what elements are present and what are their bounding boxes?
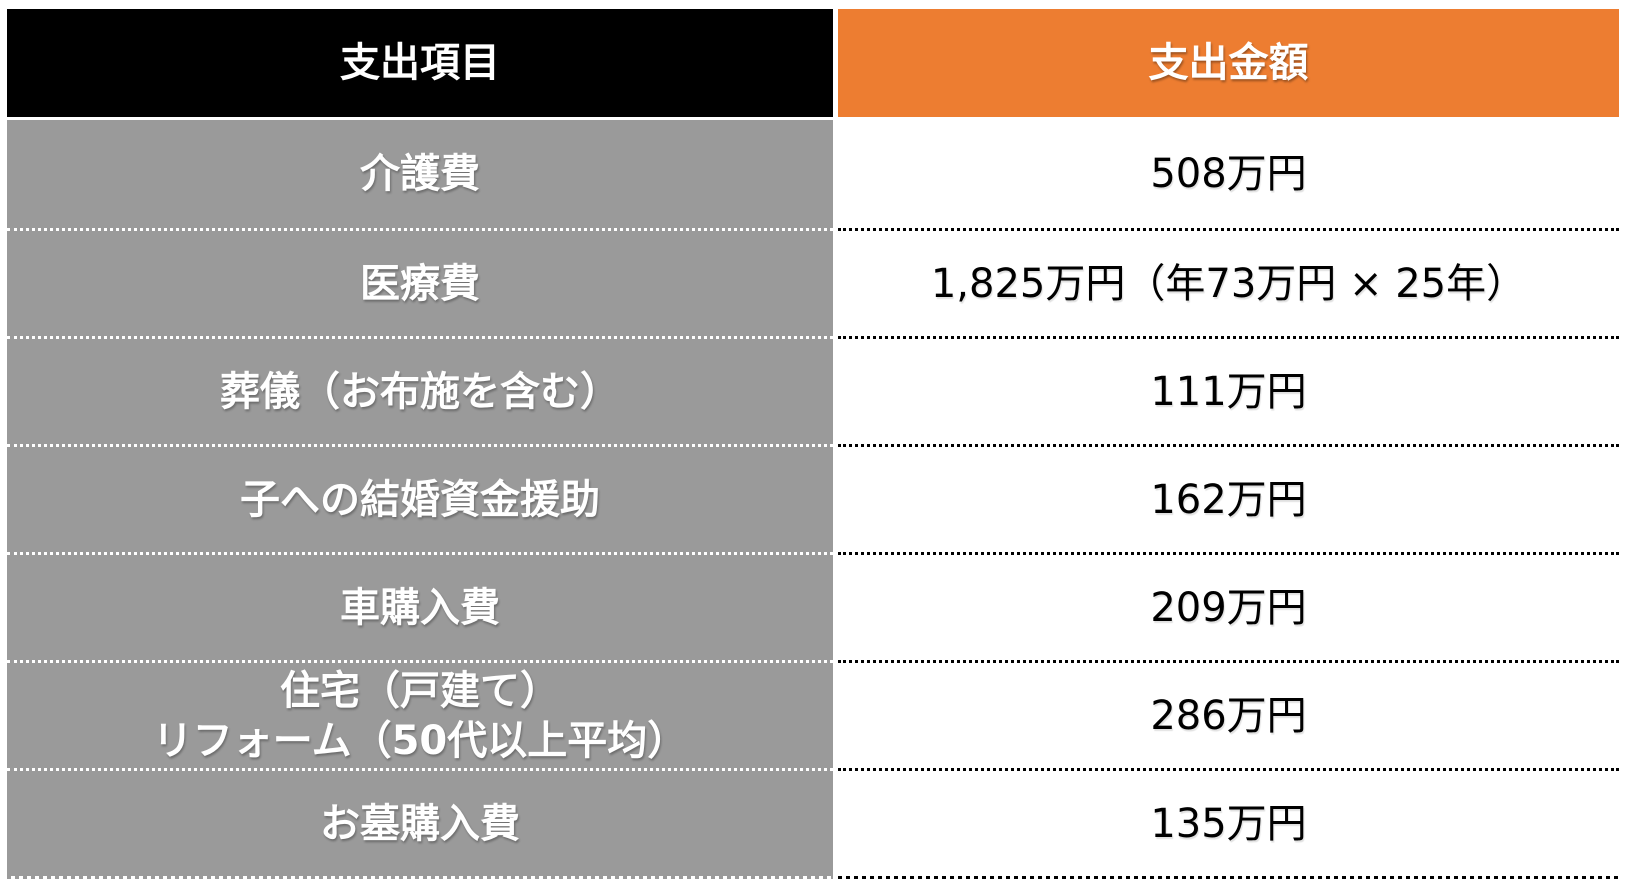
expense-item-cell: 介護費 [7,120,833,228]
expense-amount-cell: 162万円 [838,444,1619,552]
expense-amount-value: 135万円 [1150,800,1307,847]
expense-amount-column: 支出金額 508万円 1,825万円（年73万円 × 25年） 111万円 16… [838,9,1619,879]
expense-item-label: 住宅（戸建て） リフォーム（50代以上平均） [152,667,688,764]
expense-amount-value: 286万円 [1150,692,1307,739]
table-bottom-border-left [7,876,833,879]
expense-item-label: 葬儀（お布施を含む） [220,368,620,415]
expense-item-label: お墓購入費 [320,800,520,847]
expense-amount-value: 162万円 [1150,476,1307,523]
column-header-amount-label: 支出金額 [1148,40,1309,86]
expense-item-column: 支出項目 介護費 医療費 葬儀（お布施を含む） 子への結婚資金援助 車購入費 住… [7,9,833,879]
expense-amount-cell: 508万円 [838,120,1619,228]
expense-item-cell: 医療費 [7,228,833,336]
expense-amount-value: 1,825万円（年73万円 × 25年） [930,260,1527,307]
expense-amount-cell: 111万円 [838,336,1619,444]
expense-item-cell: 住宅（戸建て） リフォーム（50代以上平均） [7,660,833,768]
expense-amount-cell: 135万円 [838,768,1619,876]
column-header-item: 支出項目 [7,9,833,117]
expense-item-cell: 車購入費 [7,552,833,660]
expense-item-label: 医療費 [360,260,480,307]
expense-amount-cell: 1,825万円（年73万円 × 25年） [838,228,1619,336]
expense-table: 支出項目 介護費 医療費 葬儀（お布施を含む） 子への結婚資金援助 車購入費 住… [7,9,1619,879]
expense-item-cell: 葬儀（お布施を含む） [7,336,833,444]
column-divider [833,9,838,879]
column-header-amount: 支出金額 [838,9,1619,117]
expense-amount-value: 111万円 [1150,368,1307,415]
expense-item-label: 車購入費 [340,584,500,631]
expense-item-cell: お墓購入費 [7,768,833,876]
expense-amount-cell: 209万円 [838,552,1619,660]
expense-item-label: 子への結婚資金援助 [240,476,600,523]
expense-amount-value: 209万円 [1150,584,1307,631]
column-header-item-label: 支出項目 [340,40,500,86]
expense-amount-cell: 286万円 [838,660,1619,768]
expense-item-cell: 子への結婚資金援助 [7,444,833,552]
table-bottom-border-right [838,876,1619,879]
expense-item-label: 介護費 [360,151,480,197]
expense-amount-value: 508万円 [1150,151,1307,197]
